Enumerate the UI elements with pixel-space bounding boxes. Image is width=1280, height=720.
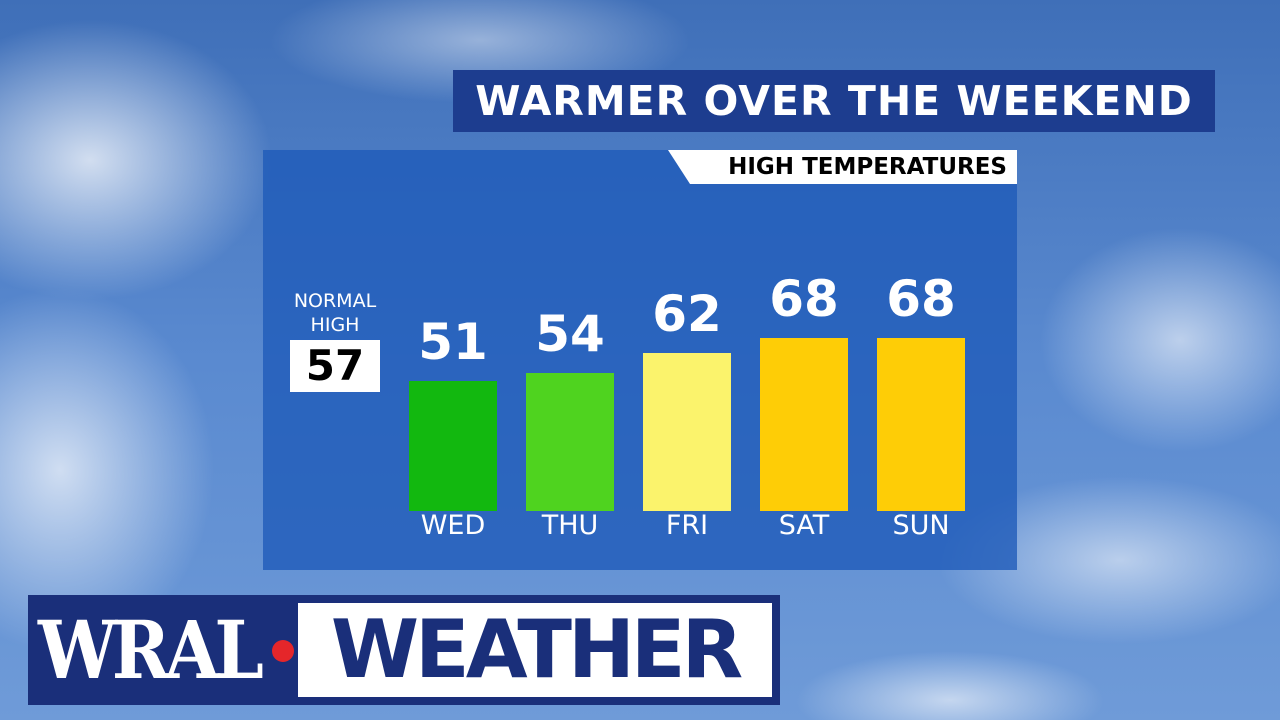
value-label: 68 (769, 269, 839, 328)
logo-right: WEATHER (330, 603, 743, 696)
x-tick-label: FRI (665, 510, 709, 541)
logo-left: WRAL (38, 603, 264, 697)
chart-title: WARMER OVER THE WEEKEND (453, 70, 1215, 132)
logo-dot (272, 640, 294, 662)
x-tick-label: WED (420, 510, 486, 541)
reference-label: NORMAL HIGH (293, 290, 377, 336)
bar (760, 337, 848, 511)
bar (643, 352, 731, 511)
x-tick-label: SAT (778, 510, 830, 541)
bar (526, 373, 614, 511)
x-tick-label: SUN (892, 510, 950, 541)
bar (409, 380, 497, 511)
value-label: 54 (535, 305, 605, 364)
logo-right-box (298, 603, 772, 697)
x-tick-label: THU (541, 510, 599, 541)
chart-subtitle: HIGH TEMPERATURES (668, 150, 1017, 184)
value-label: 51 (418, 312, 488, 371)
reference-value: 57 (305, 341, 365, 390)
value-label: 68 (886, 269, 956, 328)
value-label: 62 (652, 284, 722, 343)
bar (877, 337, 965, 511)
reference-box (290, 340, 380, 392)
